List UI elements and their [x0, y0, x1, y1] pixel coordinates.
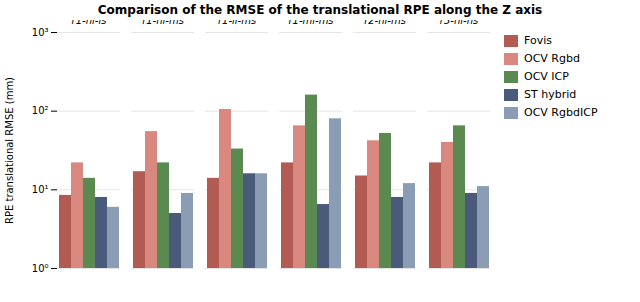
html-text:OCV RgbdICP: OCV RgbdICP	[524, 106, 598, 119]
html-text:Fovis: Fovis	[524, 34, 552, 47]
svg-text:r1-ll-ms: r1-ll-ms	[218, 20, 256, 26]
svg-text:10¹: 10¹	[32, 184, 49, 195]
svg-text:r2-hl-ms: r2-hl-ms	[364, 20, 406, 26]
html-text:ST hybrid: ST hybrid	[524, 88, 577, 101]
svg-text:10³: 10³	[32, 27, 49, 38]
svg-text:r3-hl-hs: r3-hl-hs	[440, 20, 478, 26]
svg-text:r1-hl-ls: r1-hl-ls	[72, 20, 107, 26]
svg-text:10²: 10²	[32, 105, 49, 116]
svg-text:RPE translational RMSE (mm): RPE translational RMSE (mm)	[4, 77, 15, 224]
html-text:OCV Rgbd: OCV Rgbd	[524, 52, 580, 65]
html-text:OCV ICP: OCV ICP	[524, 70, 569, 83]
svg-text:r1-hl-ms: r1-hl-ms	[142, 20, 184, 26]
svg-text:10⁰: 10⁰	[32, 263, 49, 274]
html-text:Comparison of the RMSE of the: Comparison of the RMSE of the translatio…	[97, 3, 543, 17]
svg-text:r1-ml-ms: r1-ml-ms	[288, 20, 333, 26]
